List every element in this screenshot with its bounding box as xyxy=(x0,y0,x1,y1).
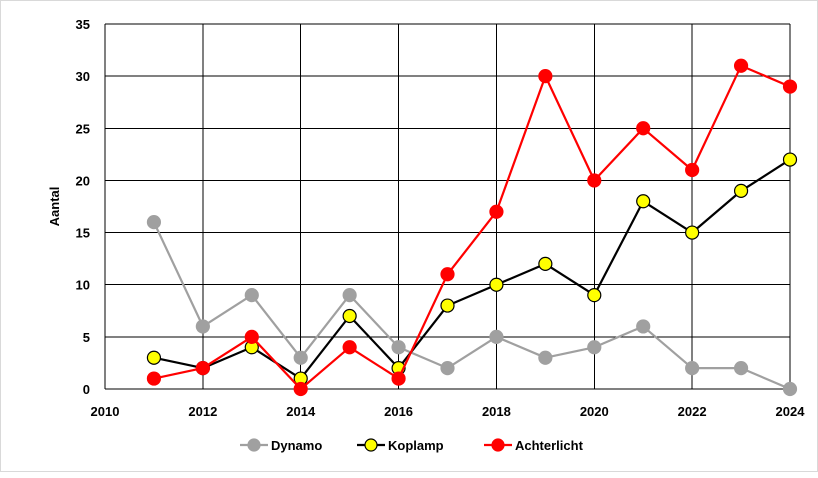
data-point xyxy=(685,361,700,376)
data-point xyxy=(587,173,602,188)
y-axis-label: Aantal xyxy=(47,187,62,227)
legend-marker xyxy=(364,438,378,452)
legend-marker xyxy=(491,438,505,452)
series-line xyxy=(153,158,791,380)
data-point xyxy=(391,340,406,355)
data-point xyxy=(782,152,798,167)
x-tick-label: 2022 xyxy=(678,404,707,419)
series-achterlicht xyxy=(146,58,798,397)
data-point xyxy=(146,371,162,386)
data-point xyxy=(293,381,308,397)
legend: Dynamo Koplamp Achterlicht xyxy=(240,438,584,453)
data-point xyxy=(342,340,357,355)
data-point xyxy=(685,162,700,178)
data-point xyxy=(636,319,651,334)
data-point xyxy=(195,319,210,334)
data-point xyxy=(293,350,308,365)
data-point xyxy=(733,183,749,198)
data-point xyxy=(587,340,602,355)
x-axis-ticks: 2010 2012 2014 2016 2018 2020 2022 2024 xyxy=(91,404,806,419)
legend-label: Achterlicht xyxy=(515,438,584,453)
data-point xyxy=(244,288,259,303)
x-tick-label: 2014 xyxy=(286,404,316,419)
legend-item-dynamo: Dynamo xyxy=(240,438,322,453)
y-tick-label: 35 xyxy=(76,17,90,32)
x-tick-label: 2018 xyxy=(482,404,511,419)
y-tick-label: 20 xyxy=(76,173,90,188)
data-point xyxy=(146,215,162,230)
x-tick-label: 2010 xyxy=(91,404,120,419)
data-point xyxy=(685,225,700,240)
data-point xyxy=(391,371,406,386)
data-point xyxy=(342,308,357,324)
legend-item-achterlicht: Achterlicht xyxy=(484,438,584,453)
x-tick-label: 2016 xyxy=(384,404,413,419)
data-point xyxy=(636,194,651,209)
data-point xyxy=(636,121,651,136)
data-point xyxy=(342,288,357,303)
series-dynamo xyxy=(146,215,798,397)
series-line xyxy=(152,221,791,391)
legend-item-koplamp: Koplamp xyxy=(357,438,444,453)
data-point xyxy=(782,381,798,397)
data-point xyxy=(733,361,749,376)
x-tick-label: 2012 xyxy=(188,404,217,419)
y-tick-label: 10 xyxy=(76,278,90,293)
data-point xyxy=(782,79,798,94)
data-point xyxy=(146,350,162,365)
legend-label: Koplamp xyxy=(388,438,444,453)
data-point xyxy=(538,350,553,365)
legend-label: Dynamo xyxy=(271,438,322,453)
x-tick-label: 2020 xyxy=(580,404,609,419)
data-point xyxy=(733,58,749,73)
data-point xyxy=(587,288,602,303)
data-point xyxy=(489,277,504,292)
y-tick-label: 5 xyxy=(83,330,90,345)
series-layer xyxy=(146,58,798,397)
legend-marker xyxy=(247,438,261,452)
data-point xyxy=(489,329,504,344)
y-tick-label: 15 xyxy=(76,226,90,241)
data-point xyxy=(195,361,210,376)
y-axis-ticks: 0 5 10 15 20 25 30 35 xyxy=(76,17,90,397)
data-point xyxy=(440,267,455,282)
series-line xyxy=(153,64,791,391)
data-point xyxy=(538,256,553,271)
data-point xyxy=(538,69,553,84)
y-tick-label: 30 xyxy=(76,69,90,84)
x-tick-label: 2024 xyxy=(776,404,806,419)
data-point xyxy=(440,298,455,313)
data-point xyxy=(440,361,455,376)
data-point xyxy=(489,204,504,219)
y-tick-label: 25 xyxy=(76,121,90,136)
y-tick-label: 0 xyxy=(83,382,90,397)
series-koplamp xyxy=(146,152,798,386)
data-point xyxy=(244,329,259,344)
grid-lines xyxy=(104,23,791,390)
